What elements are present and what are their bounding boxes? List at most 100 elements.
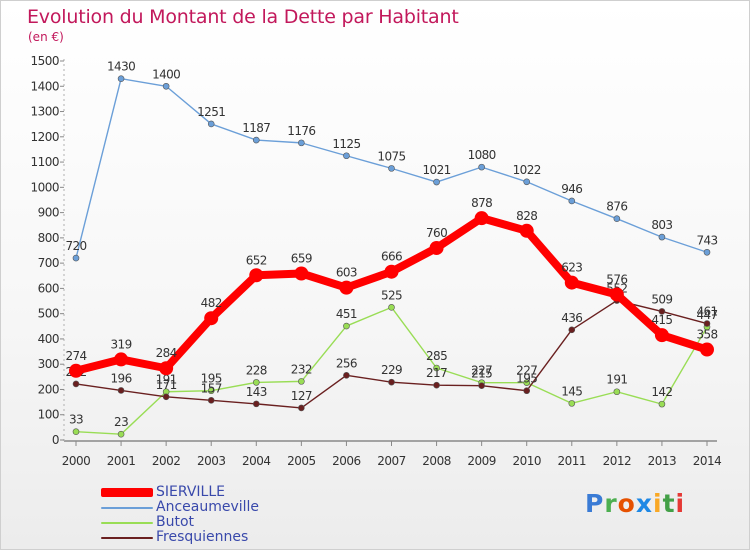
data-label-fresquiennes: 229 [381, 363, 402, 377]
data-label-sierville: 358 [696, 328, 717, 342]
x-tick-label: 2002 [152, 454, 181, 468]
data-point-fresquiennes [162, 393, 170, 401]
data-point-anceaumeville [117, 75, 125, 82]
data-point-anceaumeville [568, 197, 576, 205]
data-point-anceaumeville [207, 120, 215, 128]
x-tick-label: 2008 [422, 454, 451, 468]
data-label-sierville: 319 [111, 337, 132, 351]
data-label-butot: 145 [561, 384, 582, 398]
data-point-sierville [114, 352, 129, 367]
data-point-sierville [564, 275, 579, 290]
data-label-butot: 23 [114, 415, 128, 429]
legend-item-anceaumeville: Anceaumeville [101, 499, 341, 515]
x-tick-label: 2010 [512, 454, 541, 468]
data-point-sierville [294, 266, 309, 281]
y-tick-label: 1400 [30, 79, 59, 93]
data-point-fresquiennes [207, 397, 215, 404]
data-label-sierville: 415 [651, 313, 672, 327]
y-tick-label: 200 [38, 382, 59, 396]
data-point-fresquiennes [568, 326, 576, 334]
data-label-anceaumeville: 1080 [468, 148, 496, 162]
y-tick-label: 300 [38, 357, 59, 371]
data-label-anceaumeville: 720 [65, 239, 86, 253]
x-tick-label: 2006 [332, 454, 361, 468]
data-point-fresquiennes [478, 382, 485, 389]
x-tick-label: 2005 [287, 454, 316, 468]
data-point-sierville [474, 211, 489, 226]
data-label-anceaumeville: 1187 [242, 121, 270, 135]
data-label-sierville: 576 [606, 272, 627, 286]
legend-label-fresquiennes: Fresquiennes [156, 529, 249, 545]
data-label-anceaumeville: 876 [606, 200, 627, 214]
data-label-sierville: 666 [381, 250, 402, 264]
data-label-sierville: 274 [65, 349, 86, 363]
data-label-anceaumeville: 1400 [152, 67, 180, 81]
data-label-fresquiennes: 217 [426, 366, 447, 380]
data-point-butot [613, 388, 621, 396]
data-label-sierville: 652 [246, 253, 267, 267]
data-point-butot [388, 304, 395, 311]
data-point-anceaumeville [478, 163, 485, 171]
data-point-fresquiennes [117, 387, 125, 394]
data-point-anceaumeville [388, 165, 395, 172]
data-point-fresquiennes [433, 381, 440, 389]
y-tick-label: 100 [38, 408, 59, 422]
data-label-fresquiennes: 509 [651, 292, 672, 306]
data-label-butot: 227 [471, 364, 492, 378]
data-label-anceaumeville: 1125 [332, 137, 360, 151]
data-point-anceaumeville [523, 178, 531, 186]
data-label-fresquiennes: 171 [156, 378, 177, 392]
data-point-butot [658, 400, 666, 408]
data-label-anceaumeville: 803 [651, 218, 672, 232]
data-point-sierville [339, 280, 354, 295]
data-point-anceaumeville [72, 254, 80, 262]
x-tick-label: 2014 [693, 454, 722, 468]
data-label-anceaumeville: 946 [561, 182, 582, 196]
data-label-anceaumeville: 1430 [107, 60, 135, 74]
data-point-fresquiennes [343, 372, 350, 379]
data-point-sierville [700, 342, 714, 357]
data-point-anceaumeville [433, 178, 440, 186]
data-label-fresquiennes: 215 [471, 367, 492, 381]
data-point-butot [568, 400, 576, 407]
legend-swatch-sierville [101, 488, 153, 497]
x-tick-label: 2000 [62, 454, 91, 468]
y-tick-label: 1100 [30, 155, 59, 169]
data-point-butot [433, 364, 440, 372]
y-tick-label: 900 [38, 206, 59, 220]
data-point-butot [117, 430, 125, 438]
data-point-fresquiennes [658, 308, 666, 315]
y-tick-label: 800 [38, 231, 59, 245]
data-label-butot: 33 [69, 413, 83, 427]
data-point-butot [343, 322, 350, 330]
proxiti-logo: Proxiti [585, 489, 686, 518]
data-label-butot: 142 [651, 385, 672, 399]
data-label-sierville: 603 [336, 266, 357, 280]
data-label-butot: 447 [696, 308, 717, 322]
data-label-sierville: 659 [291, 251, 312, 265]
legend-label-anceaumeville: Anceaumeville [156, 499, 260, 515]
data-label-anceaumeville: 1021 [423, 163, 451, 177]
data-label-fresquiennes: 256 [336, 356, 357, 370]
x-tick-label: 2012 [603, 454, 632, 468]
y-tick-label: 400 [38, 332, 59, 346]
data-point-sierville [384, 264, 399, 279]
legend-label-butot: Butot [156, 514, 195, 530]
legend-swatch-fresquiennes [101, 537, 153, 539]
chart-legend: SIERVILLE Anceaumeville Butot Fresquiennes [101, 484, 341, 545]
data-point-fresquiennes [388, 378, 395, 386]
x-tick-label: 2009 [467, 454, 496, 468]
data-label-fresquiennes: 127 [291, 389, 312, 403]
data-point-butot [252, 379, 260, 386]
data-label-butot: 195 [201, 372, 222, 386]
data-point-anceaumeville [658, 233, 666, 241]
data-point-fresquiennes [523, 387, 531, 395]
y-tick-label: 1000 [30, 180, 59, 194]
chart-title: Evolution du Montant de la Dette par Hab… [27, 6, 459, 28]
data-label-fresquiennes: 196 [111, 371, 132, 385]
data-label-sierville: 623 [561, 261, 582, 275]
data-label-sierville: 284 [156, 346, 177, 360]
legend-swatch-anceaumeville [101, 507, 153, 509]
legend-item-sierville: SIERVILLE [101, 484, 341, 500]
